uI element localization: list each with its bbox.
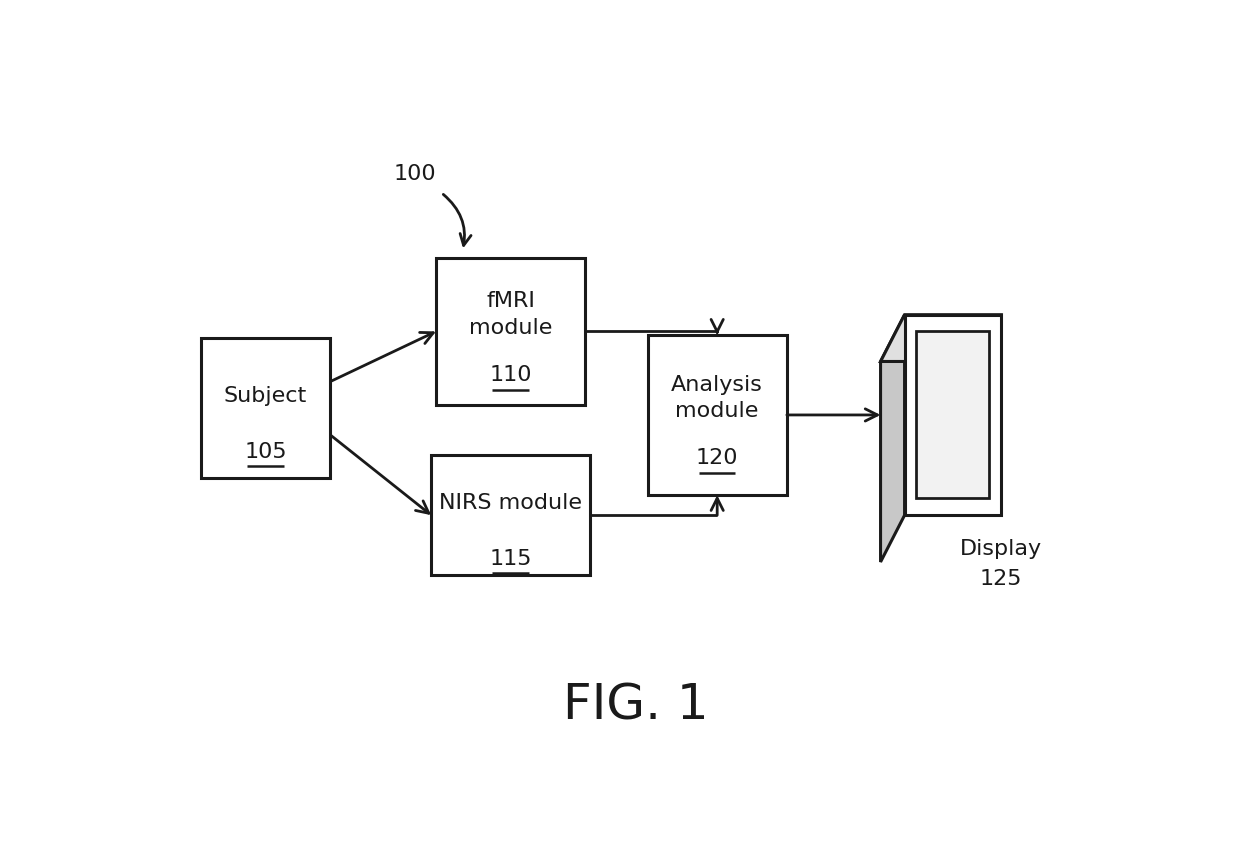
Text: Display: Display (960, 539, 1042, 559)
Bar (916, 332, 990, 498)
Polygon shape (880, 315, 1001, 361)
Text: FIG. 1: FIG. 1 (563, 681, 708, 730)
Text: 120: 120 (696, 449, 739, 469)
Bar (201, 339, 330, 478)
Text: fMRI
module: fMRI module (469, 292, 552, 338)
Text: 100: 100 (393, 164, 435, 184)
Bar (904, 315, 1001, 516)
Text: 125: 125 (980, 569, 1022, 589)
Text: Analysis
module: Analysis module (671, 375, 763, 422)
Text: NIRS module: NIRS module (439, 493, 582, 513)
Polygon shape (880, 315, 904, 562)
Bar (647, 335, 787, 495)
Bar (436, 258, 585, 404)
Text: 105: 105 (244, 442, 286, 462)
Text: 115: 115 (490, 549, 532, 569)
Text: Subject: Subject (224, 386, 308, 406)
Text: 110: 110 (490, 365, 532, 385)
Bar (432, 455, 590, 575)
